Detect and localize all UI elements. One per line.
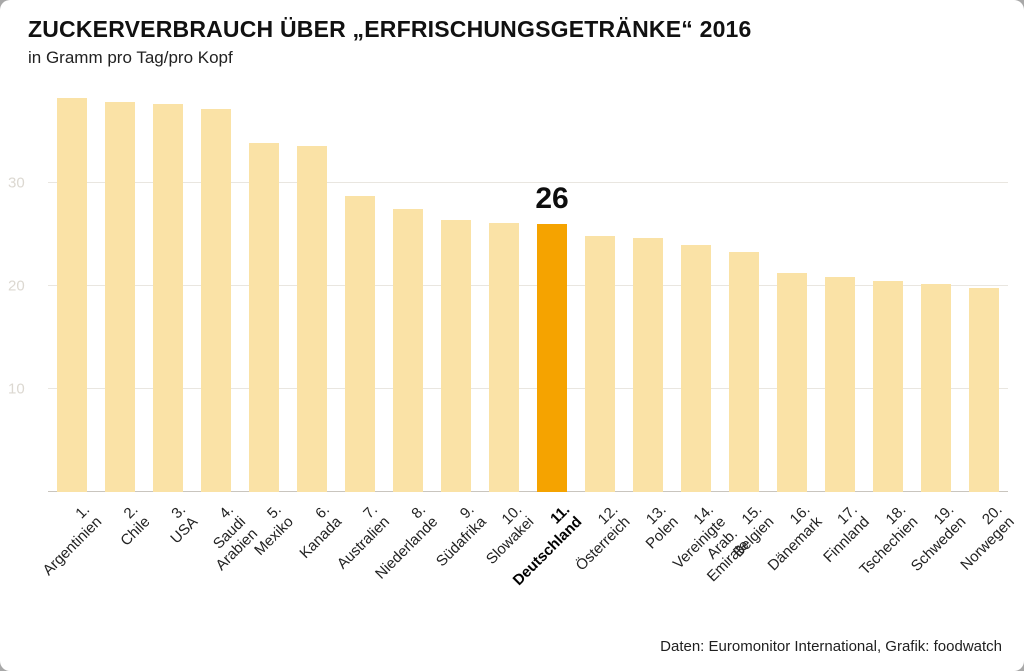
bars-row: 1. Argentinien 2. Chile 3. USA 4. Saudi Ara… xyxy=(40,92,1017,589)
bar xyxy=(345,196,375,492)
y-axis-tick-label: 10 xyxy=(8,380,25,398)
x-axis-line xyxy=(48,491,1008,492)
bar-highlighted: 26 xyxy=(535,182,569,492)
plot-area: 10 20 30 1. Argentinien 2. Chile 3. USA 4. Sa… xyxy=(8,92,1017,589)
bar-slot: 10. Slowakei xyxy=(480,92,537,568)
chart-subtitle: in Gramm pro Tag/pro Kopf xyxy=(28,48,233,67)
y-axis-tick-label: 20 xyxy=(8,277,25,295)
bar xyxy=(729,251,759,492)
source-credit: Daten: Euromonitor International, Grafik… xyxy=(660,638,1002,655)
gridline xyxy=(48,181,1008,183)
bar-slot: 3. USA xyxy=(144,92,201,547)
bar xyxy=(441,219,471,492)
bar xyxy=(153,104,183,492)
bar xyxy=(969,287,999,492)
bar-slot: 5. Mexiko xyxy=(240,92,297,559)
x-axis-category-label: 2. Chile xyxy=(117,501,154,550)
bar-slot: 8. Niederlande xyxy=(372,92,441,582)
bar-slot: 18. Tschechien xyxy=(856,92,921,578)
y-axis-tick-label: 30 xyxy=(8,174,25,192)
chart-header: ZUCKERVERBRAUCH ÜBER „ERFRISCHUNGSGETRÄN… xyxy=(28,16,752,68)
bar xyxy=(825,276,855,492)
bar-slot: 13. Polen xyxy=(624,92,681,552)
bar xyxy=(873,280,903,492)
bar-slot: 4. Saudi Arabien xyxy=(192,92,261,574)
bar xyxy=(57,98,87,492)
bar-slot: 1. Argentinien xyxy=(40,92,105,579)
bar xyxy=(777,273,807,492)
bar-value-label: 26 xyxy=(535,181,569,215)
bar-slot: 7. Australien xyxy=(334,92,393,572)
x-axis-category-label: 1. Argentinien xyxy=(39,501,106,579)
bar xyxy=(393,208,423,492)
bar xyxy=(681,244,711,492)
bar-slot: 20. Norwegen xyxy=(957,92,1017,574)
bar-slot: 26 11. Deutschland xyxy=(510,92,586,589)
bar xyxy=(297,145,327,492)
gridline xyxy=(48,387,1008,389)
gridline xyxy=(48,284,1008,286)
bar xyxy=(105,102,135,492)
bar xyxy=(585,236,615,492)
bar xyxy=(249,142,279,492)
bar xyxy=(633,238,663,492)
bar-slot: 15. Belgien xyxy=(720,92,777,561)
bar-slot: 9. Südafrika xyxy=(432,92,489,570)
bar-slot: 16. Dänemark xyxy=(764,92,825,574)
bar-slot: 12. Österreich xyxy=(572,92,633,574)
grid-layer: 10 20 30 xyxy=(8,92,1008,492)
bar-slot: 17. Finnland xyxy=(816,92,873,566)
bar xyxy=(489,222,519,492)
x-axis-category-label: 5. Mexiko xyxy=(251,501,298,559)
bar xyxy=(201,108,231,492)
bar xyxy=(921,283,951,492)
bar-slot: 6. Kanada xyxy=(288,92,345,562)
bar-slot: 19. Schweden xyxy=(908,92,969,575)
bar-slot: 2. Chile xyxy=(96,92,153,549)
bar-slot: 14. Vereinigte Arab. Emirate xyxy=(670,92,753,585)
page-title: ZUCKERVERBRAUCH ÜBER „ERFRISCHUNGSGETRÄN… xyxy=(28,16,752,42)
